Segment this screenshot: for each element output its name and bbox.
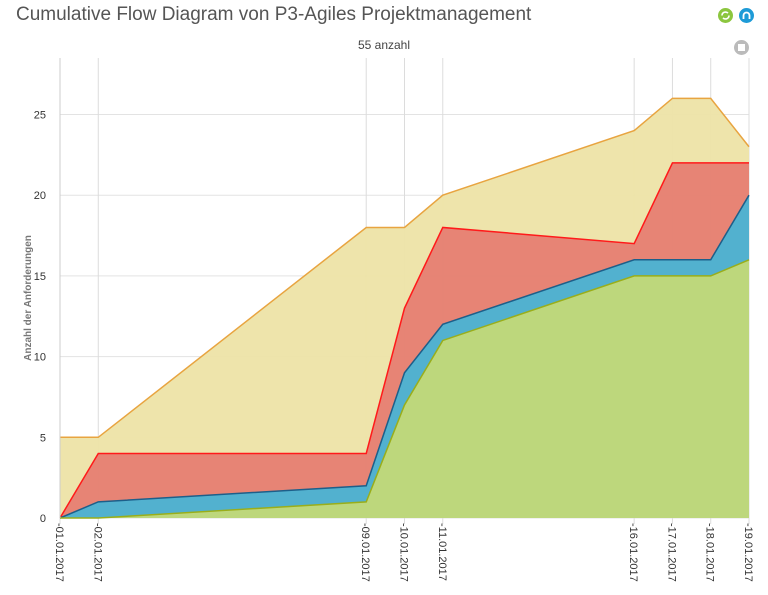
x-tick-label: -10.01.2017 — [398, 523, 410, 582]
export-icon[interactable] — [734, 40, 749, 55]
refresh-icon[interactable] — [718, 8, 733, 23]
y-axis-label: Anzahl der Anforderungen — [23, 235, 34, 361]
y-tick-label: 5 — [40, 432, 46, 444]
chart-subtitle: 55 anzahl — [357, 38, 411, 52]
page-title: Cumulative Flow Diagram von P3-Agiles Pr… — [16, 4, 532, 25]
x-tick-label: -09.01.2017 — [359, 523, 371, 582]
x-tick-label: -11.01.2017 — [436, 523, 448, 581]
reset-icon[interactable] — [739, 8, 754, 23]
x-tick-label: -17.01.2017 — [665, 523, 677, 582]
line-series-3 — [60, 259, 750, 519]
line-series-0 — [60, 97, 750, 439]
x-tick-label: -01.01.2017 — [53, 523, 65, 582]
x-tick-label: -02.01.2017 — [91, 523, 103, 582]
x-tick-label: -18.01.2017 — [704, 523, 716, 582]
y-tick-label: 15 — [34, 271, 46, 283]
y-tick-label: 10 — [34, 352, 46, 364]
line-series-2 — [59, 194, 750, 519]
x-tick-label: -19.01.2017 — [742, 523, 754, 582]
line-series-1 — [59, 162, 749, 519]
y-tick-label: 20 — [34, 190, 46, 202]
x-tick-label: -16.01.2017 — [627, 523, 639, 582]
y-tick-label: 0 — [40, 513, 46, 525]
area-series-3 — [60, 259, 749, 518]
y-tick-label: 25 — [34, 109, 46, 121]
